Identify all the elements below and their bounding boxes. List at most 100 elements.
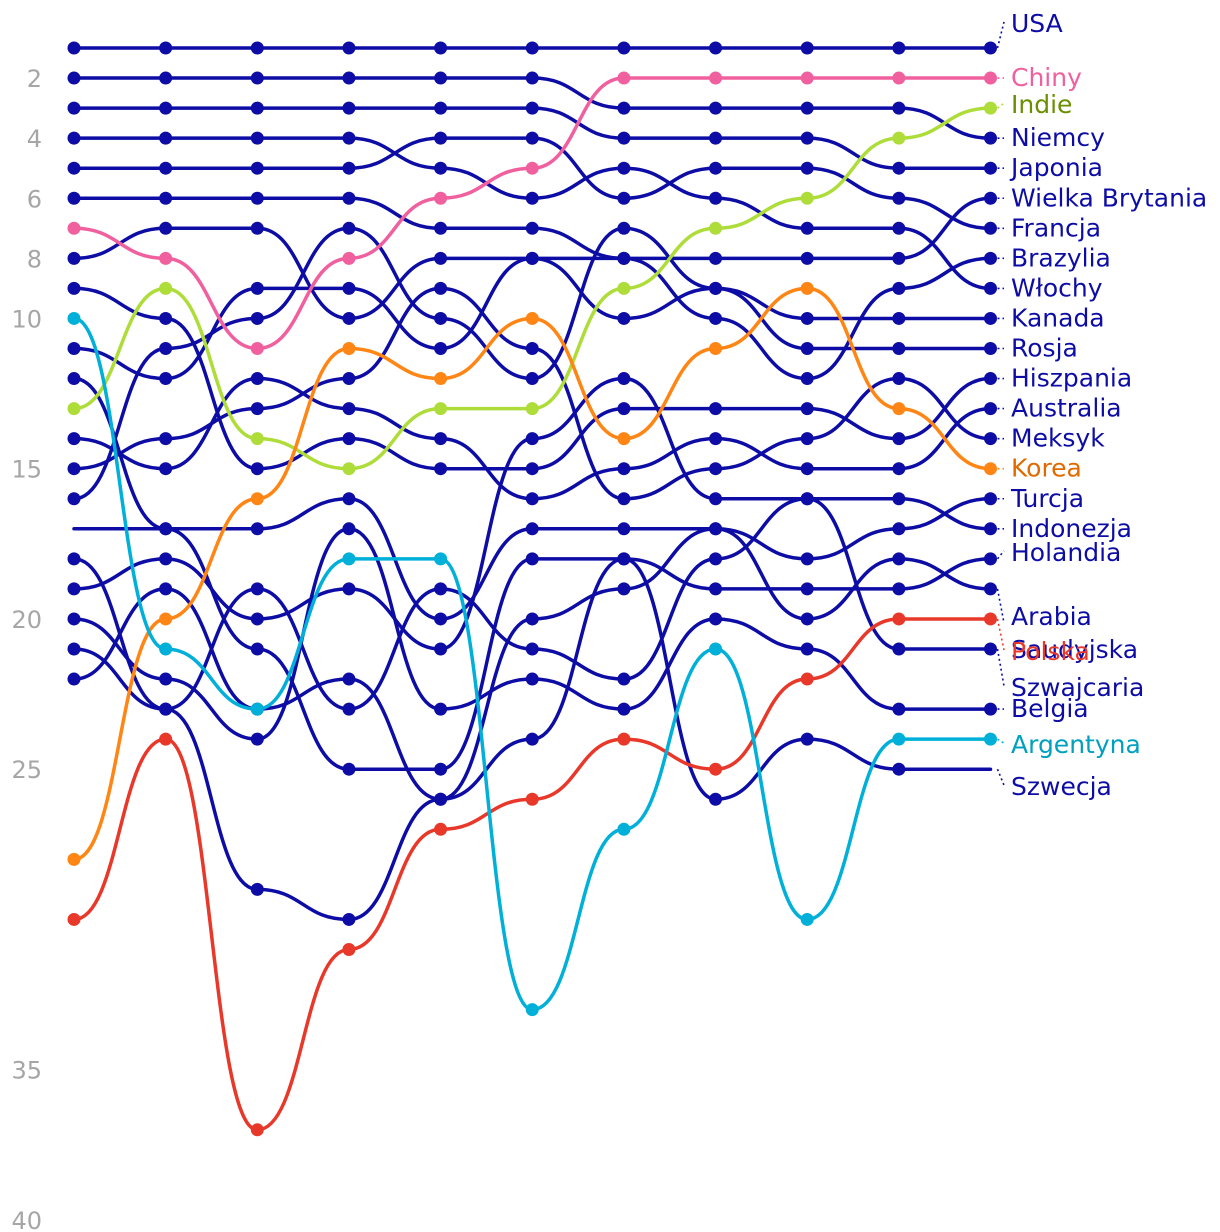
point-argentyna-3 bbox=[250, 702, 264, 716]
series-line-japonia bbox=[72, 106, 993, 170]
point-szwecja-5 bbox=[434, 792, 448, 806]
point-niemcy-4 bbox=[342, 71, 356, 85]
point-polska-8 bbox=[709, 762, 723, 776]
point-niemcy-7 bbox=[617, 101, 631, 115]
point-meksyk-1 bbox=[67, 462, 81, 476]
label-belgia: Belgia bbox=[1011, 694, 1089, 723]
point-holandia-3 bbox=[250, 642, 264, 656]
point-polska-6 bbox=[525, 792, 539, 806]
point-indie-4 bbox=[342, 462, 356, 476]
point-meksyk-11 bbox=[984, 432, 997, 446]
point-meksyk-7 bbox=[617, 492, 631, 506]
point-szwecja-1 bbox=[67, 642, 81, 656]
point-rosja-7 bbox=[617, 221, 631, 235]
leader-szwecja bbox=[996, 768, 1005, 786]
point-brazylia-3 bbox=[250, 221, 264, 235]
series-line-wlochy bbox=[72, 136, 993, 291]
y-tick-6: 6 bbox=[27, 185, 42, 213]
point-holandia-8 bbox=[709, 582, 723, 596]
point-szwecja-8 bbox=[709, 792, 723, 806]
point-arabia-saudyjska-10 bbox=[892, 552, 906, 566]
point-brazylia-4 bbox=[342, 311, 356, 325]
point-belgia-8 bbox=[709, 612, 723, 626]
point-belgia-11 bbox=[984, 702, 997, 716]
point-szwajcaria-6 bbox=[525, 642, 539, 656]
y-tick-20: 20 bbox=[11, 606, 42, 634]
point-indie-8 bbox=[709, 221, 723, 235]
point-australia-7 bbox=[617, 462, 631, 476]
point-australia-3 bbox=[250, 372, 264, 386]
point-indonezja-5 bbox=[434, 642, 448, 656]
point-argentyna-9 bbox=[800, 912, 814, 926]
point-argentyna-2 bbox=[159, 642, 173, 656]
point-wlochy-7 bbox=[617, 161, 631, 175]
point-wielka-brytania-5 bbox=[434, 221, 448, 235]
point-wlochy-1 bbox=[67, 131, 81, 145]
series-line-polska bbox=[72, 617, 993, 1132]
point-indie-3 bbox=[250, 432, 264, 446]
point-meksyk-9 bbox=[800, 432, 814, 446]
point-szwajcaria-11 bbox=[984, 642, 997, 656]
point-usa-4 bbox=[342, 41, 356, 55]
label-holandia: Holandia bbox=[1011, 538, 1121, 567]
point-niemcy-3 bbox=[250, 71, 264, 85]
point-hiszpania-6 bbox=[525, 462, 539, 476]
point-indie-10 bbox=[892, 131, 906, 145]
point-indie-9 bbox=[800, 191, 814, 205]
label-rosja: Rosja bbox=[1011, 334, 1078, 363]
point-szwajcaria-4 bbox=[342, 702, 356, 716]
point-szwajcaria-7 bbox=[617, 672, 631, 686]
point-kanada-2 bbox=[159, 372, 173, 386]
point-wlochy-2 bbox=[159, 131, 173, 145]
point-chiny-10 bbox=[892, 71, 906, 85]
point-szwajcaria-1 bbox=[67, 552, 81, 566]
point-niemcy-1 bbox=[67, 71, 81, 85]
point-niemcy-9 bbox=[800, 101, 814, 115]
leader-polska bbox=[996, 618, 1005, 651]
point-usa-11 bbox=[984, 41, 997, 55]
series-line-chiny bbox=[72, 76, 993, 351]
point-hiszpania-4 bbox=[342, 432, 356, 446]
series-line-szwajcaria bbox=[72, 497, 993, 711]
point-belgia-7 bbox=[617, 702, 631, 716]
point-wielka-brytania-3 bbox=[250, 191, 264, 205]
series-line-australia bbox=[72, 376, 993, 501]
point-korea-9 bbox=[800, 281, 814, 295]
point-niemcy-8 bbox=[709, 101, 723, 115]
point-indonezja-2 bbox=[159, 552, 173, 566]
point-szwecja-2 bbox=[159, 702, 173, 716]
point-francja-7 bbox=[617, 191, 631, 205]
point-meksyk-2 bbox=[159, 432, 173, 446]
point-polska-2 bbox=[159, 732, 173, 746]
point-korea-10 bbox=[892, 402, 906, 416]
point-korea-11 bbox=[984, 462, 997, 476]
leader-holandia bbox=[996, 550, 1005, 560]
point-japonia-3 bbox=[250, 101, 264, 115]
point-francja-4 bbox=[342, 161, 356, 175]
point-francja-5 bbox=[434, 131, 448, 145]
point-australia-8 bbox=[709, 432, 723, 446]
point-indie-6 bbox=[525, 402, 539, 416]
point-brazylia-10 bbox=[892, 281, 906, 295]
point-japonia-9 bbox=[800, 131, 814, 145]
point-usa-6 bbox=[525, 41, 539, 55]
point-belgia-1 bbox=[67, 612, 81, 626]
point-rosja-5 bbox=[434, 311, 448, 325]
y-tick-4: 4 bbox=[27, 125, 42, 153]
point-brazylia-1 bbox=[67, 251, 81, 265]
point-rosja-2 bbox=[159, 342, 173, 355]
point-korea-5 bbox=[434, 372, 448, 386]
point-belgia-9 bbox=[800, 642, 814, 656]
point-argentyna-8 bbox=[709, 642, 723, 656]
point-indonezja-3 bbox=[250, 612, 264, 626]
point-chiny-5 bbox=[434, 191, 448, 205]
y-tick-25: 25 bbox=[11, 756, 42, 784]
point-japonia-5 bbox=[434, 101, 448, 115]
point-indie-11 bbox=[984, 101, 997, 115]
point-turcja-11 bbox=[984, 492, 997, 506]
point-kanada-5 bbox=[434, 342, 448, 355]
point-wielka-brytania-8 bbox=[709, 251, 723, 265]
point-australia-2 bbox=[159, 462, 173, 476]
point-holandia-11 bbox=[984, 552, 997, 566]
leader-usa bbox=[996, 21, 1005, 49]
